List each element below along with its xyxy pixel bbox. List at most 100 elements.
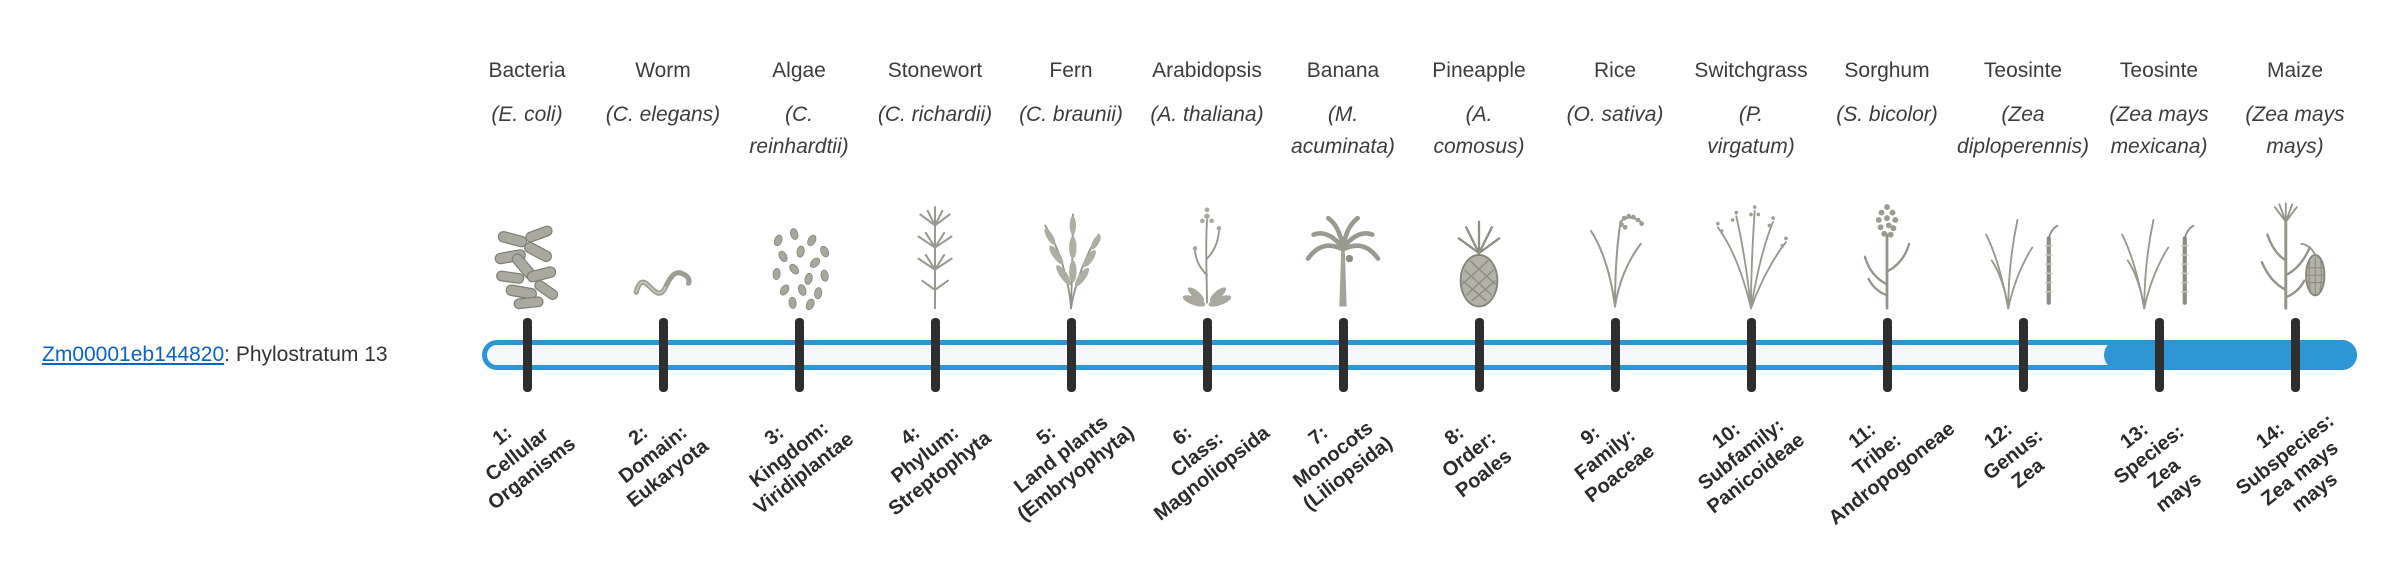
organism-name: Teosinte xyxy=(1983,59,2063,82)
organism-column-banana: Banana (M. acuminata) xyxy=(1268,58,1418,163)
pineapple-icon xyxy=(1433,194,1525,314)
organism-name: Teosinte xyxy=(2119,59,2199,82)
organism-column-fern: Fern (C. braunii) xyxy=(996,58,1146,131)
maize-illustration xyxy=(2225,186,2365,314)
switchgrass-illustration xyxy=(1681,186,1821,314)
organism-column-teosinte-mexicana: Teosinte (Zea mays mexicana) xyxy=(2084,58,2234,163)
tick-1 xyxy=(523,318,532,392)
organism-name: Worm xyxy=(635,59,691,82)
organism-scientific-name: (Zea mays mexicana) xyxy=(2109,103,2209,158)
organism-scientific-name: (E. coli) xyxy=(491,103,563,126)
pineapple-illustration xyxy=(1409,186,1549,314)
stratum-label-10: 10: Subfamily: Panicoideae xyxy=(1694,414,1809,519)
fern-icon xyxy=(1025,194,1117,314)
tick-13 xyxy=(2155,318,2164,392)
stratum-label-5: 5: Land plants (Embryophyta) xyxy=(1010,411,1139,526)
switchgrass-icon xyxy=(1705,194,1797,314)
organism-scientific-name: (S. bicolor) xyxy=(1836,103,1938,126)
organism-column-sorghum: Sorghum (S. bicolor) xyxy=(1812,58,1962,131)
teosinte-mexicana-illustration xyxy=(2089,186,2229,314)
algae-icon xyxy=(759,210,839,314)
tick-14 xyxy=(2291,318,2300,392)
stratum-label-14: 14: Subspecies: Zea mays mays xyxy=(2231,409,2343,517)
tick-2 xyxy=(659,318,668,392)
stratum-label-11: 11: Tribe: Andropogoneae xyxy=(1824,417,1960,530)
organism-name: Stonewort xyxy=(887,59,983,82)
organism-scientific-name: (C. elegans) xyxy=(605,103,721,126)
tick-10 xyxy=(1747,318,1756,392)
fern-illustration xyxy=(1001,186,1141,314)
organism-scientific-name: (C. reinhardtii) xyxy=(749,103,849,158)
tick-12 xyxy=(2019,318,2028,392)
organism-column-stonewort: Stonewort (C. richardii) xyxy=(860,58,1010,131)
stratum-label-2: 2: Domain: Eukaryota xyxy=(614,421,713,513)
organism-scientific-name: (P. virgatum) xyxy=(1707,103,1795,158)
organism-column-arabidopsis: Arabidopsis (A. thaliana) xyxy=(1132,58,1282,131)
worm-illustration xyxy=(593,186,733,314)
organism-name: Maize xyxy=(2266,59,2324,82)
banana-illustration xyxy=(1273,186,1413,314)
tick-9 xyxy=(1611,318,1620,392)
sorghum-illustration xyxy=(1817,186,1957,314)
rice-icon xyxy=(1569,194,1661,314)
banana-icon xyxy=(1297,194,1389,314)
algae-illustration xyxy=(729,186,869,314)
gene-phylostratum-text: : Phylostratum 13 xyxy=(224,343,388,366)
organism-name: Pineapple xyxy=(1432,59,1526,82)
tick-8 xyxy=(1475,318,1484,392)
tick-4 xyxy=(931,318,940,392)
phylostratum-bar xyxy=(482,340,2357,370)
stratum-label-6: 6: Class: Magnoliopsida xyxy=(1150,421,1274,526)
stratum-label-1: 1: Cellular Organisms xyxy=(481,421,580,515)
tick-11 xyxy=(1883,318,1892,392)
stratum-label-7: 7: Monocots (Liliopsida) xyxy=(1289,416,1397,516)
organism-column-bacteria: Bacteria (E. coli) xyxy=(452,58,602,131)
bacteria-icon xyxy=(487,210,567,314)
organism-name: Rice xyxy=(1593,59,1636,82)
organism-scientific-name: (A. comosus) xyxy=(1433,103,1525,158)
organism-name: Algae xyxy=(772,59,826,82)
organism-column-pineapple: Pineapple (A. comosus) xyxy=(1404,58,1554,163)
organism-scientific-name: (A. thaliana) xyxy=(1150,103,1264,126)
tick-6 xyxy=(1203,318,1212,392)
organism-scientific-name: (Zea diploperennis) xyxy=(1957,103,2089,158)
teosinte-diploperennis-illustration xyxy=(1953,186,2093,314)
stonewort-icon xyxy=(889,194,981,314)
organism-name: Banana xyxy=(1306,59,1380,82)
stratum-label-12: 12: Genus: Zea xyxy=(1979,418,2049,493)
organism-column-maize: Maize (Zea mays mays) xyxy=(2220,58,2370,163)
sorghum-icon xyxy=(1841,194,1933,314)
rice-illustration xyxy=(1545,186,1685,314)
stratum-label-3: 3: Kingdom: Viridiplantae xyxy=(745,417,858,520)
worm-icon xyxy=(631,231,695,314)
organism-name: Fern xyxy=(1049,59,1093,82)
teosinte-icon xyxy=(2113,194,2205,314)
teosinte-icon xyxy=(1977,194,2069,314)
stonewort-illustration xyxy=(865,186,1005,314)
organism-column-teosinte-diploperennis: Teosinte (Zea diploperennis) xyxy=(1948,58,2098,163)
organism-scientific-name: (C. braunii) xyxy=(1019,103,1123,126)
maize-icon xyxy=(2249,194,2341,314)
organism-column-algae: Algae (C. reinhardtii) xyxy=(724,58,874,163)
organism-scientific-name: (Zea mays mays) xyxy=(2245,103,2345,158)
organism-scientific-name: (C. richardii) xyxy=(877,103,993,126)
organism-column-rice: Rice (O. sativa) xyxy=(1540,58,1690,131)
tick-3 xyxy=(795,318,804,392)
stratum-label-8: 8: Order: Poales xyxy=(1438,421,1517,503)
bacteria-illustration xyxy=(457,186,597,314)
stratum-label-9: 9: Family: Poaceae xyxy=(1570,421,1659,508)
gene-id-link[interactable]: Zm00001eb144820 xyxy=(42,343,225,366)
organism-name: Switchgrass xyxy=(1694,59,1808,82)
arabidopsis-icon xyxy=(1161,194,1253,314)
organism-column-worm: Worm (C. elegans) xyxy=(588,58,738,131)
organism-scientific-name: (M. acuminata) xyxy=(1291,103,1395,158)
organism-column-switchgrass: Switchgrass (P. virgatum) xyxy=(1676,58,1826,163)
stratum-label-4: 4: Phylum: Streptophyta xyxy=(884,421,996,521)
arabidopsis-illustration xyxy=(1137,186,1277,314)
tick-5 xyxy=(1067,318,1076,392)
organism-name: Sorghum xyxy=(1844,59,1930,82)
organism-scientific-name: (O. sativa) xyxy=(1566,103,1664,126)
tick-7 xyxy=(1339,318,1348,392)
gene-label: Zm00001eb144820: Phylostratum 13 xyxy=(42,341,388,369)
organism-name: Bacteria xyxy=(488,59,566,82)
